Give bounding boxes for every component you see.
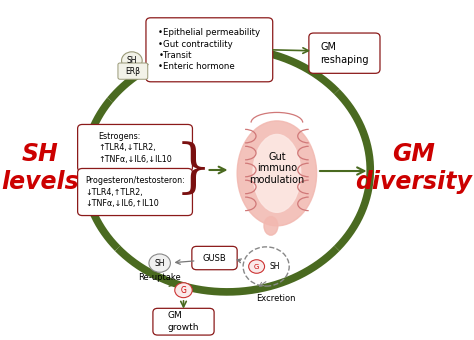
FancyBboxPatch shape xyxy=(146,18,273,82)
Ellipse shape xyxy=(253,134,301,212)
FancyBboxPatch shape xyxy=(78,169,192,216)
Text: GM
reshaping: GM reshaping xyxy=(320,42,369,65)
Circle shape xyxy=(175,283,192,298)
Text: G: G xyxy=(181,286,186,295)
FancyBboxPatch shape xyxy=(153,308,214,335)
Text: GM
growth: GM growth xyxy=(168,311,199,332)
FancyBboxPatch shape xyxy=(78,124,192,171)
Text: Estrogens:
↑TLR4,↓TLR2,
↑TNFα,↓IL6,↓IL10: Estrogens: ↑TLR4,↓TLR2, ↑TNFα,↓IL6,↓IL10 xyxy=(98,132,172,164)
Text: Excretion: Excretion xyxy=(256,294,296,303)
Circle shape xyxy=(149,254,170,272)
FancyBboxPatch shape xyxy=(309,33,380,73)
Text: •Epithelial permeability
•Gut contractility
•Transit
•Enteric hormone: •Epithelial permeability •Gut contractil… xyxy=(158,28,260,71)
Ellipse shape xyxy=(237,121,317,226)
Text: Gut
immuno
modulation: Gut immuno modulation xyxy=(249,152,304,185)
Text: G: G xyxy=(254,264,259,270)
Text: SH: SH xyxy=(155,259,165,268)
Text: SH: SH xyxy=(127,56,137,65)
Ellipse shape xyxy=(264,217,278,235)
Circle shape xyxy=(121,52,142,69)
Text: ERβ: ERβ xyxy=(126,67,141,75)
FancyBboxPatch shape xyxy=(118,63,148,79)
Text: SH: SH xyxy=(270,262,280,271)
FancyBboxPatch shape xyxy=(192,246,237,270)
Text: GUSB: GUSB xyxy=(202,254,227,262)
Text: Progesteron/testosteron:
↓TLR4,↑TLR2,
↓TNFα,↓IL6,↑IL10: Progesteron/testosteron: ↓TLR4,↑TLR2, ↓T… xyxy=(85,176,185,208)
Text: GM
diversity: GM diversity xyxy=(356,142,473,194)
Circle shape xyxy=(249,260,264,273)
Text: Re-uptake: Re-uptake xyxy=(138,273,181,282)
Text: SH
levels: SH levels xyxy=(1,142,79,194)
Text: }: } xyxy=(175,142,212,198)
